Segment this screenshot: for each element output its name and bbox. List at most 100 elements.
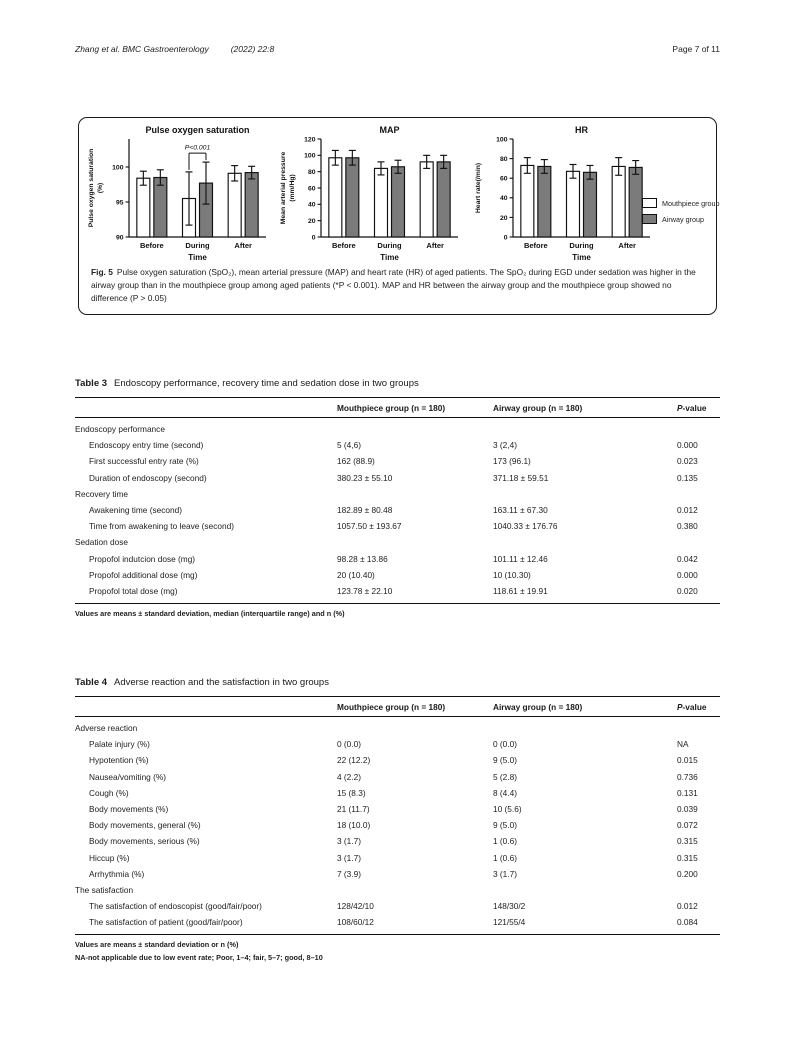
row-label: Time from awakening to leave (second) (89, 521, 234, 532)
cell-mouthpiece-value: 108/60/12 (337, 917, 374, 928)
svg-text:40: 40 (308, 202, 316, 209)
cell-airway-value: 371.18 ± 59.51 (493, 472, 549, 483)
cell-mouthpiece-value: 15 (8.3) (337, 787, 366, 798)
table-data-row: The satisfaction of patient (good/fair/p… (75, 914, 720, 930)
cell-mouthpiece-value: 162 (88.9) (337, 456, 375, 467)
cell-airway-value: 1 (0.6) (493, 836, 517, 847)
svg-text:100: 100 (112, 164, 124, 171)
svg-text:Time: Time (188, 253, 207, 262)
svg-text:MAP: MAP (380, 125, 400, 135)
cell-airway-value: 121/55/4 (493, 917, 526, 928)
table-4-block: Table 4 Adverse reaction and the satisfac… (75, 677, 720, 966)
cell-p-value: 0.135 (677, 472, 698, 483)
cell-airway-value: 10 (10.30) (493, 569, 531, 580)
row-label: Propofol indutcion dose (mg) (89, 553, 196, 564)
row-label: Palate injury (%) (89, 739, 150, 750)
row-label: Endoscopy performance (75, 424, 165, 435)
cell-p-value: 0.039 (677, 804, 698, 815)
cell-airway-value: 3 (2,4) (493, 440, 517, 451)
svg-text:Mean arterial pressure: Mean arterial pressure (280, 152, 287, 225)
svg-text:0: 0 (504, 234, 508, 241)
cell-mouthpiece-value: 22 (12.2) (337, 755, 371, 766)
row-label: Adverse reaction (75, 723, 138, 734)
row-label: Cough (%) (89, 787, 129, 798)
cell-p-value: 0.380 (677, 521, 698, 532)
table-data-row: Hypotention (%) 22 (12.2) 9 (5.0) 0.015 (75, 752, 720, 768)
cell-p-value: 0.200 (677, 868, 698, 879)
row-label: The satisfaction (75, 884, 134, 895)
journal-reference: Zhang et al. BMC Gastroenterology (2022) … (75, 44, 274, 54)
legend-swatch-icon (642, 214, 657, 224)
svg-text:20: 20 (308, 218, 316, 225)
col-header-empty (75, 403, 337, 413)
table-4-number: Table 4 (75, 677, 108, 688)
cell-p-value: 0.042 (677, 553, 698, 564)
cell-mouthpiece-value: 0 (0.0) (337, 739, 361, 750)
row-label: Hiccup (%) (89, 852, 130, 863)
table-3-title: Table 3 Endoscopy performance, recovery t… (75, 378, 720, 389)
table-section-row: The satisfaction (75, 882, 720, 898)
table-3-block: Table 3 Endoscopy performance, recovery t… (75, 378, 720, 622)
table-data-row: Propofol total dose (mg) 123.78 ± 22.10 11… (75, 583, 720, 599)
svg-text:80: 80 (500, 156, 508, 163)
row-label: Propofol total dose (mg) (89, 585, 178, 596)
svg-text:60: 60 (500, 176, 508, 183)
table-data-row: Body movements, serious (%) 3 (1.7) 1 (0.6… (75, 833, 720, 849)
table-data-row: Body movements, general (%) 18 (10.0) 9 (5… (75, 817, 720, 833)
cell-airway-value: 9 (5.0) (493, 820, 517, 831)
cell-airway-value: 5 (2.8) (493, 771, 517, 782)
table-data-row: Nausea/vomiting (%) 4 (2.2) 5 (2.8) 0.736 (75, 769, 720, 785)
svg-text:90: 90 (116, 234, 124, 241)
col-header-airway-group: Airway group (n = 180) (493, 403, 583, 413)
cell-airway-value: 118.61 ± 19.91 (493, 585, 548, 596)
row-label: Body movements (%) (89, 804, 169, 815)
svg-text:During: During (185, 241, 210, 250)
row-label: Recovery time (75, 488, 129, 499)
cell-mouthpiece-value: 182.89 ± 80.48 (337, 505, 393, 516)
cell-mouthpiece-value: 7 (3.9) (337, 868, 361, 879)
figure-caption: Fig. 5 Pulse oxygen saturation (SpO₂), me… (91, 266, 704, 305)
table-footnote: Values are means ± standard deviation or… (75, 940, 239, 950)
page-number-label: Page 7 of 11 (672, 44, 720, 54)
table-data-row: Hiccup (%) 3 (1.7) 1 (0.6) 0.315 (75, 850, 720, 866)
p-value-rest: -value (682, 403, 707, 413)
table-section-row: Endoscopy performance (75, 421, 720, 437)
page-header: Zhang et al. BMC Gastroenterology (2022) … (75, 44, 720, 54)
p-value-italic-p: P (677, 702, 683, 712)
legend-swatch-icon (642, 198, 657, 208)
journal-ref-text: Zhang et al. BMC Gastroenterology (75, 44, 209, 54)
table-section-row: Adverse reaction (75, 720, 720, 736)
table-data-row: Propofol additional dose (mg) 20 (10.40) 1… (75, 567, 720, 583)
table-3-number: Table 3 (75, 378, 108, 389)
citation-text: (2022) 22:8 (230, 44, 275, 54)
chart-legend: Mouthpiece group Airway group (642, 198, 720, 230)
row-label: Nausea/vomiting (%) (89, 771, 167, 782)
cell-mouthpiece-value: 5 (4,6) (337, 440, 361, 451)
row-label: The satisfaction of patient (good/fair/p… (89, 917, 243, 928)
figure-5-box: Pulse oxygen saturation 90 95 100 Pulse oxyg… (78, 117, 720, 315)
cell-p-value: 0.736 (677, 771, 698, 782)
table-section-row: Recovery time (75, 486, 720, 502)
chart-svg: Pulse oxygen saturation 90 95 100 Pulse oxyg… (88, 125, 266, 262)
col-header-p-value: P-value (677, 702, 720, 712)
cell-mouthpiece-value: 98.28 ± 13.86 (337, 553, 388, 564)
svg-text:Time: Time (380, 253, 399, 262)
cell-mouthpiece-value: 18 (10.0) (337, 820, 371, 831)
svg-text:100: 100 (304, 153, 316, 160)
figure-label: Fig. 5 (91, 267, 113, 277)
cell-p-value: 0.315 (677, 852, 698, 863)
svg-text:Before: Before (332, 241, 356, 250)
table-3: Mouthpiece group (n = 180) Airway group (… (75, 397, 720, 605)
col-header-airway-group: Airway group (n = 180) (493, 702, 583, 712)
cell-p-value: NA (677, 739, 689, 750)
table-body: Endoscopy performance Endoscopy entry tim… (75, 418, 720, 605)
svg-text:40: 40 (500, 195, 508, 202)
svg-text:95: 95 (116, 199, 124, 206)
cell-mouthpiece-value: 1057.50 ± 193.67 (337, 521, 402, 532)
table-data-row: Duration of endoscopy (second) 380.23 ± 5… (75, 470, 720, 486)
cell-mouthpiece-value: 3 (1.7) (337, 836, 361, 847)
svg-text:Pulse oxygen saturation: Pulse oxygen saturation (88, 149, 95, 228)
cell-airway-value: 148/30/2 (493, 901, 526, 912)
cell-airway-value: 0 (0.0) (493, 739, 517, 750)
table-3-footnotes: Values are means ± standard deviation, m… (75, 609, 720, 618)
